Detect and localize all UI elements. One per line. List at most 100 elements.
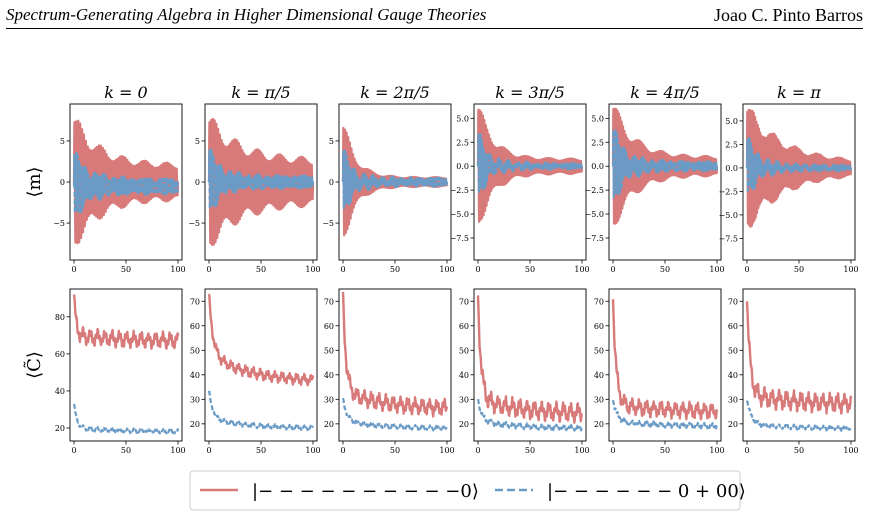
x-tick-label: 50 [525, 446, 535, 455]
y-tick-label: −5.0 [719, 211, 738, 220]
y-tick-label: 60 [728, 322, 738, 331]
y-tick-label: 70 [190, 297, 200, 306]
x-tick-label: 100 [170, 265, 185, 274]
x-tick-label: 50 [121, 265, 131, 274]
x-tick-label: 100 [170, 446, 185, 455]
y-tick-label: 5.0 [591, 114, 604, 123]
y-tick-label: −5 [53, 219, 65, 228]
y-tick-label: 50 [728, 346, 738, 355]
y-tick-label: 40 [728, 371, 738, 380]
series-line-state-a-r1-c1 [207, 293, 315, 387]
legend-label-state-b: |− − − − − − 0 + 00⟩ [547, 481, 746, 502]
running-header-author: Joao C. Pinto Barros [713, 5, 863, 25]
y-tick-label: 40 [459, 371, 469, 380]
y-tick-label: 60 [594, 322, 604, 331]
x-tick-label: 50 [794, 446, 804, 455]
series-line-state-b-r1-c4 [611, 399, 718, 430]
y-tick-label: −5 [322, 219, 334, 228]
x-tick-label: 0 [744, 265, 749, 274]
series-line-state-b-r1-c5 [745, 399, 853, 432]
y-tick-label: 2.5 [725, 140, 738, 149]
running-header-title: Spectrum-Generating Algebra in Higher Di… [6, 5, 487, 24]
y-tick-label: 2.5 [591, 138, 604, 147]
series-line-state-b-r0-c2 [341, 149, 449, 210]
x-tick-label: 0 [744, 446, 749, 455]
y-tick-label: 5 [195, 137, 200, 146]
y-tick-label: −2.5 [450, 186, 469, 195]
row-label-m: ⟨m⟩ [24, 166, 45, 197]
y-tick-label: 70 [459, 297, 469, 306]
y-tick-label: 30 [324, 395, 334, 404]
plot-frame-r1-c0 [69, 288, 183, 442]
y-tick-label: 50 [594, 346, 604, 355]
y-tick-label: 0.0 [591, 162, 604, 171]
y-tick-label: −7.5 [450, 234, 469, 243]
y-tick-label: 20 [459, 420, 469, 429]
x-tick-label: 50 [660, 446, 670, 455]
y-tick-label: −5 [188, 219, 200, 228]
y-tick-label: 20 [190, 420, 200, 429]
x-tick-label: 0 [71, 265, 76, 274]
series-line-state-a-r1-c0 [72, 293, 180, 350]
x-tick-label: 100 [709, 265, 724, 274]
series-line-state-b-r1-c2 [342, 397, 448, 432]
y-tick-label: 30 [190, 395, 200, 404]
series-line-state-b-r0-c0 [72, 151, 180, 215]
y-tick-label: 0 [195, 178, 200, 187]
x-tick-label: 100 [843, 265, 858, 274]
y-tick-label: −5.0 [450, 210, 469, 219]
legend-box [189, 470, 741, 511]
x-tick-label: 0 [340, 265, 345, 274]
y-tick-label: 0.0 [725, 164, 738, 173]
column-title-k: k = π/5 [231, 83, 290, 102]
x-tick-label: 100 [574, 265, 589, 274]
x-tick-label: 0 [340, 446, 345, 455]
x-tick-label: 100 [709, 446, 724, 455]
y-tick-label: 30 [594, 395, 604, 404]
column-title-k: k = 2π/5 [360, 83, 430, 102]
plot-frame-r1-c5 [742, 288, 856, 442]
x-tick-label: 50 [390, 446, 400, 455]
x-tick-label: 0 [206, 446, 211, 455]
series-line-state-b-r1-c3 [476, 398, 583, 432]
y-tick-label: 30 [459, 395, 469, 404]
series-line-state-b-r0-c1 [207, 148, 315, 210]
x-tick-label: 0 [610, 265, 615, 274]
y-tick-label: 20 [324, 420, 334, 429]
y-tick-label: 20 [594, 420, 604, 429]
y-tick-label: 50 [324, 346, 334, 355]
y-tick-label: 70 [594, 297, 604, 306]
row-label-c: ⟨C̃⟩ [23, 351, 45, 379]
y-tick-label: 5 [60, 137, 65, 146]
x-tick-label: 0 [71, 446, 76, 455]
header-rule [6, 28, 863, 29]
x-tick-label: 50 [525, 265, 535, 274]
y-tick-label: 40 [190, 371, 200, 380]
x-tick-label: 50 [794, 265, 804, 274]
y-tick-label: 60 [55, 350, 65, 359]
y-tick-label: 20 [728, 420, 738, 429]
y-tick-label: 50 [459, 346, 469, 355]
series-line-state-a-r1-c5 [745, 301, 853, 415]
y-tick-label: 5.0 [725, 117, 738, 126]
y-tick-label: 30 [728, 395, 738, 404]
x-tick-label: 0 [610, 446, 615, 455]
y-tick-label: −2.5 [719, 187, 738, 196]
x-tick-label: 100 [305, 265, 320, 274]
y-tick-label: 60 [459, 322, 469, 331]
y-tick-label: −5.0 [585, 210, 604, 219]
x-tick-label: 0 [475, 446, 480, 455]
y-tick-label: 60 [324, 322, 334, 331]
x-tick-label: 100 [305, 446, 320, 455]
y-tick-label: 0.0 [456, 162, 469, 171]
y-tick-label: 40 [55, 387, 65, 396]
series-line-state-b-r1-c0 [72, 403, 180, 435]
column-title-k: k = 0 [104, 83, 147, 102]
y-tick-label: 70 [324, 297, 334, 306]
y-tick-label: 2.5 [456, 138, 469, 147]
x-tick-label: 50 [121, 446, 131, 455]
y-tick-label: 40 [324, 371, 334, 380]
y-tick-label: −7.5 [719, 234, 738, 243]
x-tick-label: 100 [439, 446, 454, 455]
